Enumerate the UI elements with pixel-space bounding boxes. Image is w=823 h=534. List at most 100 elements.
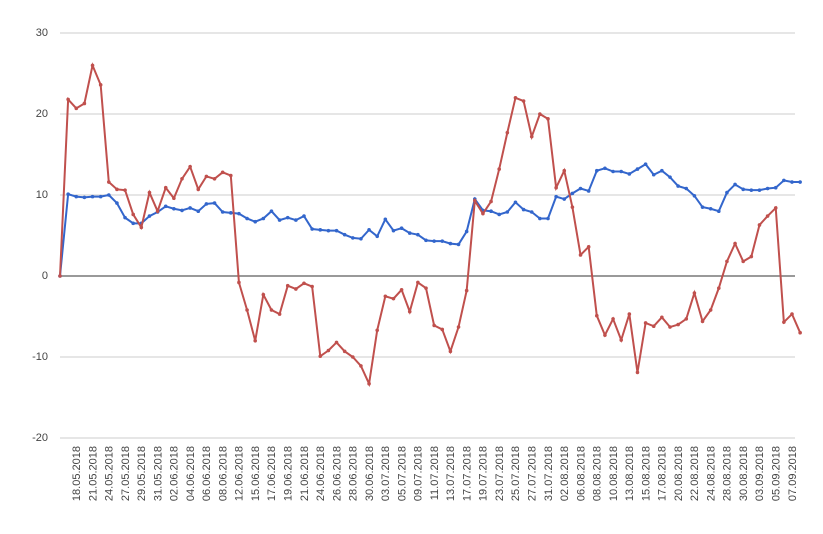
series-point [424, 238, 428, 243]
series-point [513, 200, 518, 205]
x-tick-label: 05.07.2018 [396, 446, 408, 501]
series-point [708, 308, 713, 312]
x-tick-label: 21.05.2018 [87, 446, 99, 501]
series-point [733, 241, 737, 246]
series-point [692, 291, 697, 295]
x-tick-label: 07.09.2018 [787, 446, 799, 501]
series-point [570, 191, 575, 196]
series-point [489, 199, 493, 204]
x-tick-label: 15.08.2018 [640, 446, 652, 501]
series-point [318, 354, 323, 358]
series-point [58, 274, 62, 278]
series-point [521, 99, 526, 103]
series-point [448, 241, 453, 246]
x-tick-label: 06.06.2018 [201, 446, 213, 501]
series-point [562, 168, 567, 173]
series-point [749, 188, 754, 192]
series-point [74, 194, 79, 199]
x-tick-label: 27.07.2018 [527, 446, 539, 501]
series-point [554, 194, 558, 199]
y-tick-label: -20 [32, 432, 48, 444]
series-point [115, 201, 119, 205]
series-point [375, 234, 380, 239]
x-tick-label: 09.07.2018 [413, 446, 425, 501]
series-point [757, 188, 762, 192]
series-point [676, 184, 680, 188]
series-point [302, 281, 306, 286]
series-point [204, 174, 209, 179]
series-point [82, 101, 87, 106]
series-point [676, 322, 680, 327]
series-point [367, 381, 371, 386]
x-tick-label: 23.07.2018 [494, 446, 506, 501]
series-point [538, 112, 542, 116]
series-point [269, 209, 274, 213]
x-tick-label: 12.06.2018 [234, 446, 246, 501]
x-tick-label: 03.09.2018 [754, 446, 766, 501]
series-point [391, 228, 396, 233]
x-tick-label: 10.08.2018 [608, 446, 620, 501]
series-point [407, 231, 412, 235]
series-point [416, 232, 420, 237]
series-point [74, 106, 79, 111]
series-point [725, 259, 729, 264]
series-point [253, 339, 257, 343]
series-point [660, 168, 664, 173]
x-tick-label: 20.08.2018 [673, 446, 685, 501]
series-point [464, 229, 469, 234]
series-point [326, 228, 331, 233]
series-point [123, 188, 127, 192]
series-point [546, 117, 550, 121]
series-point [619, 169, 623, 174]
series-point [464, 288, 469, 293]
x-tick-label: 30.06.2018 [364, 446, 376, 501]
series-point [497, 212, 502, 217]
series-point [619, 338, 623, 342]
x-tick-label: 06.08.2018 [575, 446, 587, 501]
series-point [513, 96, 518, 100]
x-tick-label: 03.07.2018 [380, 446, 392, 501]
series-point [529, 210, 534, 214]
x-tick-label: 27.05.2018 [120, 446, 132, 501]
x-tick-label: 04.06.2018 [185, 446, 197, 501]
x-tick-label: 02.06.2018 [169, 446, 181, 501]
series-point [708, 206, 713, 211]
series-point [90, 194, 95, 199]
series-point [334, 228, 339, 233]
series-point [765, 214, 770, 218]
series-point [773, 185, 778, 190]
series-point [700, 205, 705, 209]
series-line [59, 62, 802, 388]
series-point [554, 185, 558, 190]
series-point [635, 370, 640, 375]
series-point [163, 204, 168, 209]
series-point [733, 182, 737, 187]
x-tick-label: 13.07.2018 [445, 446, 457, 501]
series-point [643, 321, 648, 325]
x-tick-label: 26.06.2018 [331, 446, 343, 501]
series-point [212, 177, 217, 181]
series-point [725, 190, 729, 195]
series-point [66, 192, 70, 196]
series-point [294, 287, 298, 291]
series-point [229, 211, 233, 215]
series-point [180, 177, 184, 181]
series-point [277, 218, 282, 222]
series-point [107, 180, 111, 184]
x-tick-label: 28.06.2018 [348, 446, 360, 501]
series-point [790, 312, 794, 316]
series-point [765, 186, 770, 191]
series-point [131, 221, 135, 226]
series-point [334, 340, 339, 345]
series-point [180, 208, 184, 213]
x-tick-label: 22.08.2018 [689, 446, 701, 501]
x-tick-label: 31.07.2018 [543, 446, 555, 501]
y-tick-label: 10 [36, 189, 48, 201]
series-point [717, 286, 721, 290]
series-point [456, 325, 461, 329]
y-tick-label: 20 [36, 108, 48, 120]
series-point [635, 167, 640, 171]
series-point [611, 169, 615, 174]
series-point [302, 214, 306, 218]
